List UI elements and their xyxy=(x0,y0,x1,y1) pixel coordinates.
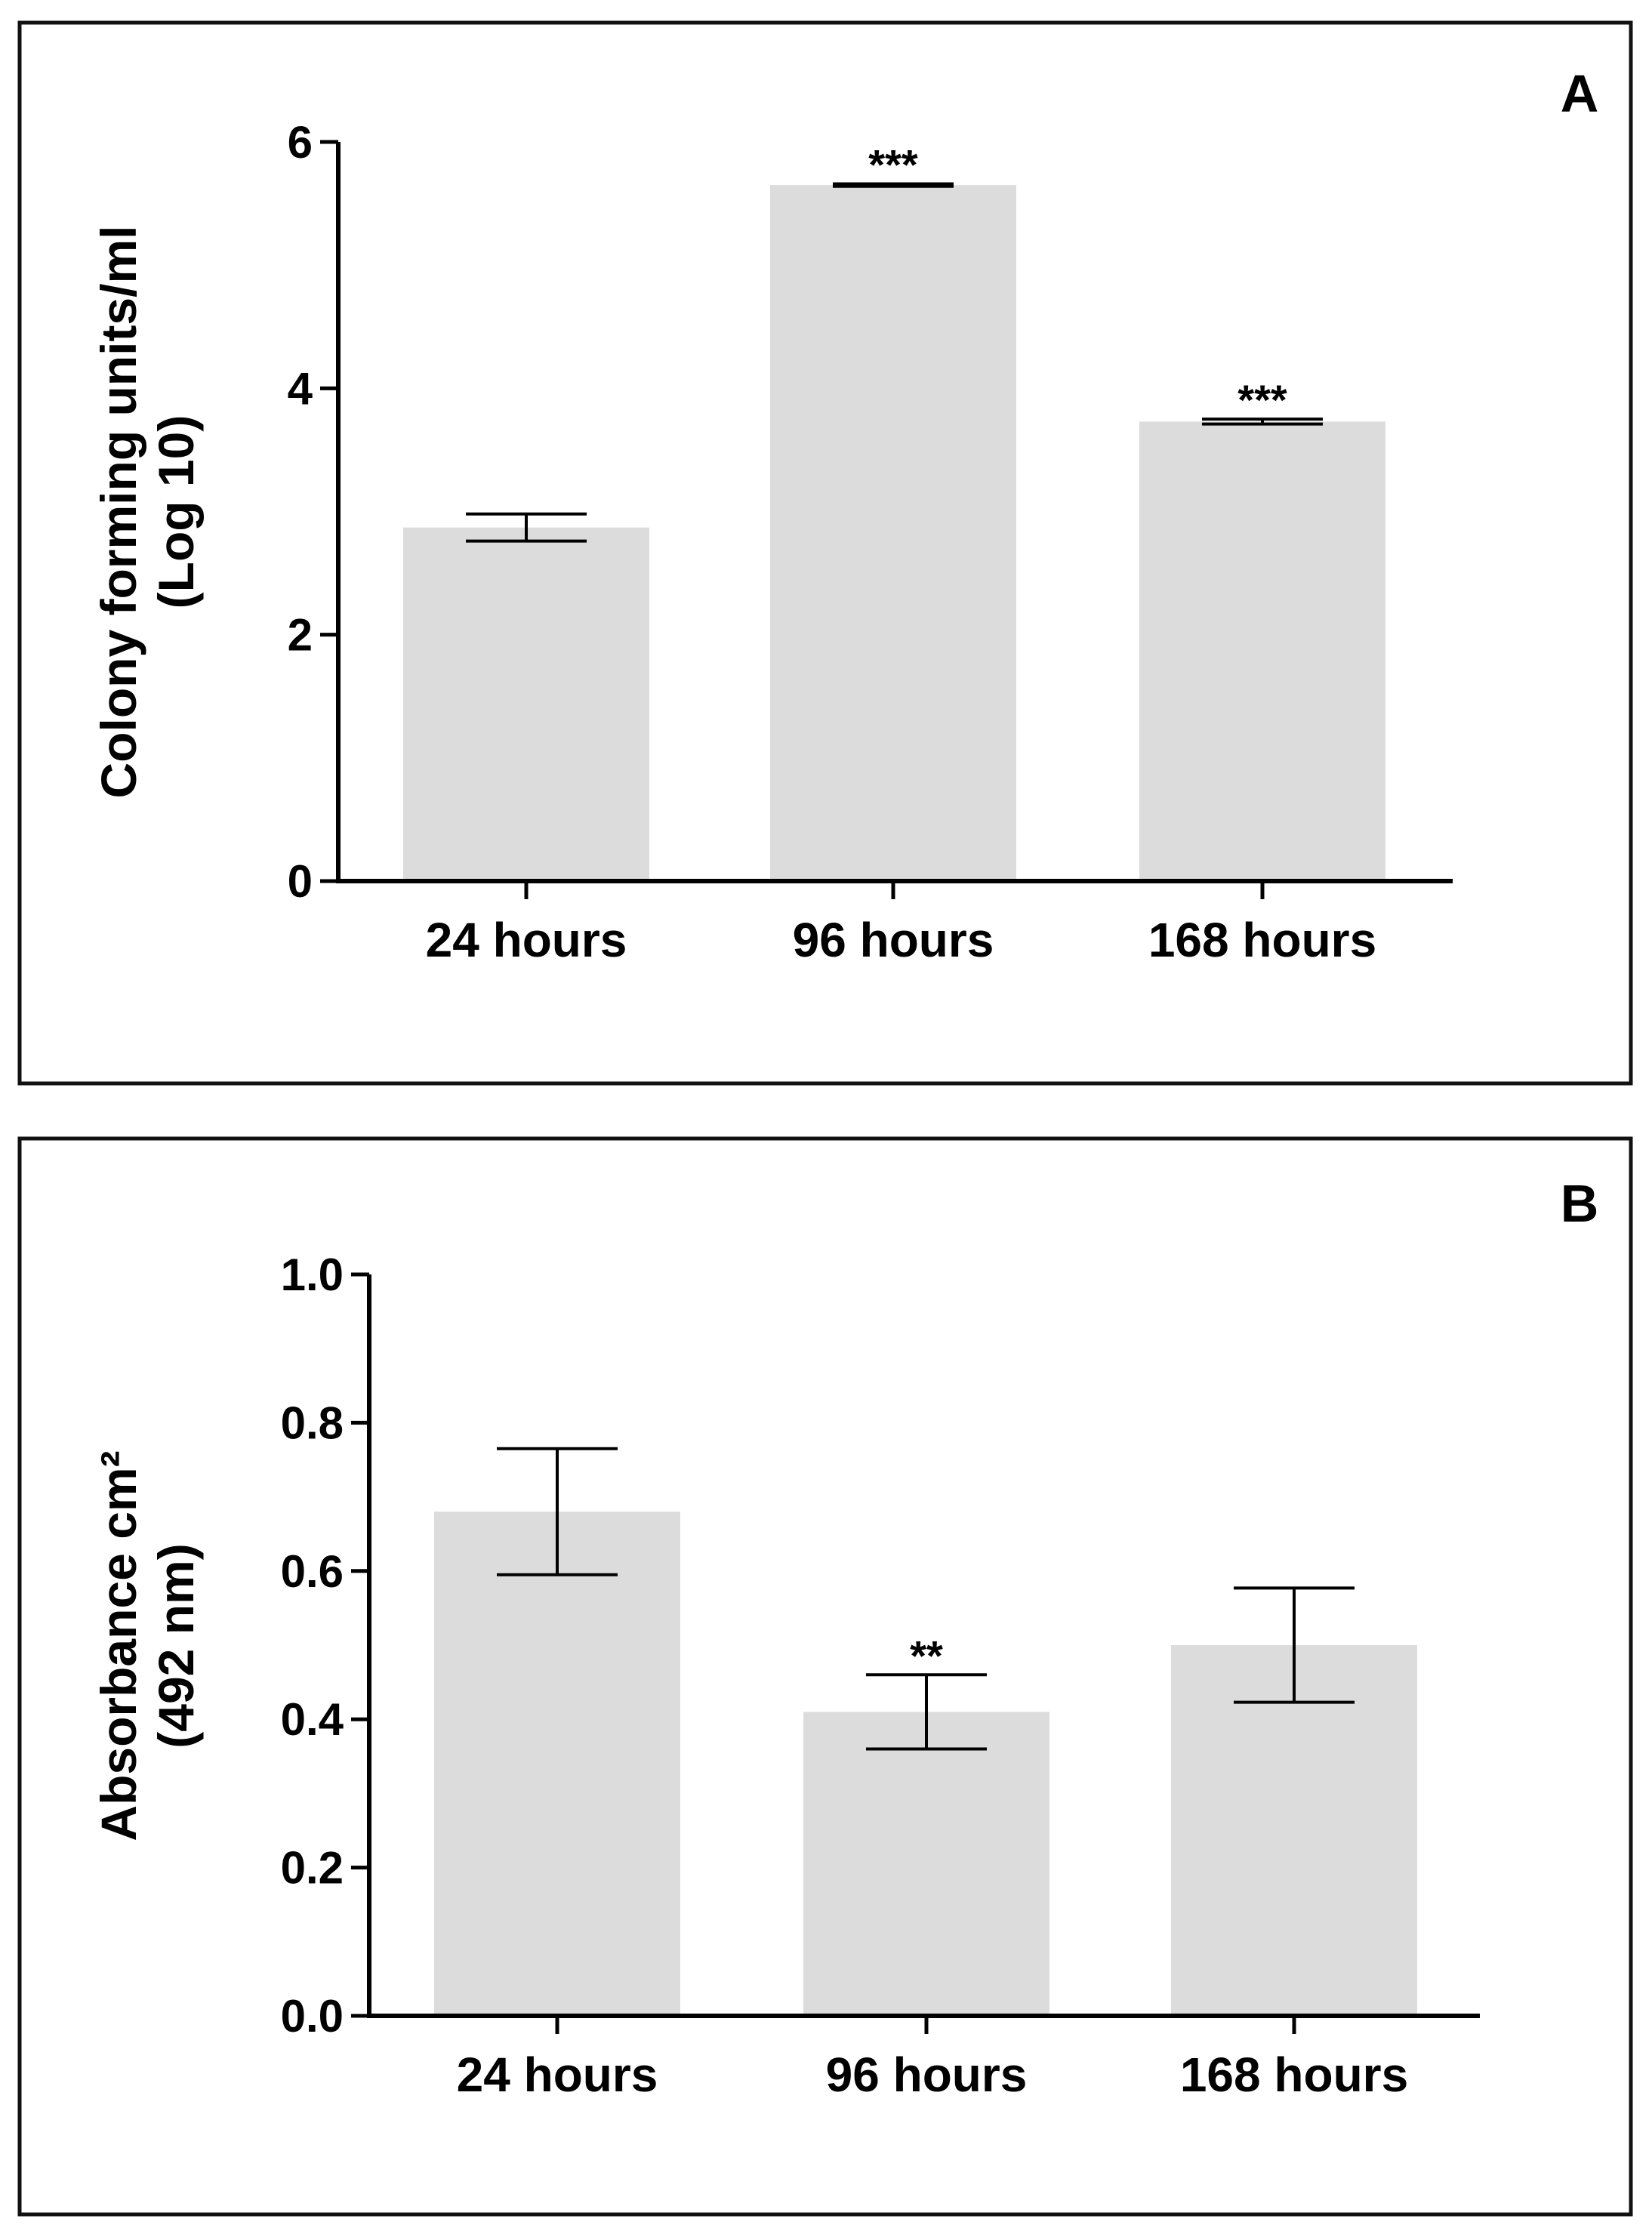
y-tick-label: 0.6 xyxy=(281,1546,344,1597)
error-bar-168-hours xyxy=(1234,1586,1355,1704)
y-axis-title-line1: Absorbance cm² xyxy=(91,1450,146,1841)
error-bar-24-hours xyxy=(497,1447,618,1576)
bar-168-hours xyxy=(1171,1645,1417,2016)
y-tick-label: 2 xyxy=(288,610,313,661)
y-axis-title: Colony forming units/ml (Log 10) xyxy=(91,226,204,799)
y-axis-title-line2: (Log 10) xyxy=(148,415,204,609)
error-bar-24-hours xyxy=(466,512,587,543)
y-tick-label: 1.0 xyxy=(281,1250,344,1300)
x-tick-label: 96 hours xyxy=(793,913,994,967)
error-bar-96-hours xyxy=(833,182,954,188)
bar-24-hours xyxy=(403,527,649,881)
y-tick-label: 4 xyxy=(288,363,313,414)
significance-label: *** xyxy=(868,140,918,188)
bar-96-hours xyxy=(803,1712,1049,2016)
y-tick-label: 0.4 xyxy=(281,1694,344,1745)
bar-24-hours xyxy=(434,1512,680,2016)
x-tick-label: 168 hours xyxy=(1148,913,1376,967)
y-tick-label: 0.2 xyxy=(281,1843,344,1894)
significance-label: *** xyxy=(1237,376,1287,424)
panel-letter: B xyxy=(1561,1174,1599,1233)
y-axis-title: Absorbance cm² (492 nm) xyxy=(91,1450,204,1841)
x-tick-label: 24 hours xyxy=(426,913,627,967)
x-tick-label: 168 hours xyxy=(1180,2048,1408,2102)
y-tick-label: 6 xyxy=(288,117,313,168)
panel-letter: A xyxy=(1561,64,1599,123)
error-bar-96-hours xyxy=(866,1673,987,1751)
panel-frame xyxy=(17,1136,1633,2217)
x-tick-label: 96 hours xyxy=(826,2048,1028,2102)
panel-frame xyxy=(17,20,1633,1086)
y-axis-title-line2: (492 nm) xyxy=(148,1543,204,1748)
y-axis-title-line1: Colony forming units/ml xyxy=(91,226,146,799)
bar-96-hours xyxy=(770,185,1016,881)
panel-b: B ** 0.0 0.2 0.4 0.6 0.8 1.0 24 hours 96 hours 168… xyxy=(17,1136,1633,2217)
y-tick-label: 0.8 xyxy=(281,1398,344,1448)
error-bar-168-hours xyxy=(1202,418,1323,426)
bar-168-hours xyxy=(1139,421,1385,881)
y-tick-label: 0 xyxy=(288,856,313,907)
x-tick-label: 24 hours xyxy=(457,2048,658,2102)
y-tick-label: 0.0 xyxy=(281,1991,344,2042)
panel-a: A *** *** 0 2 4 6 24 hours 96 hours 168 hours Colo… xyxy=(17,20,1633,1086)
significance-label: ** xyxy=(910,1632,943,1679)
